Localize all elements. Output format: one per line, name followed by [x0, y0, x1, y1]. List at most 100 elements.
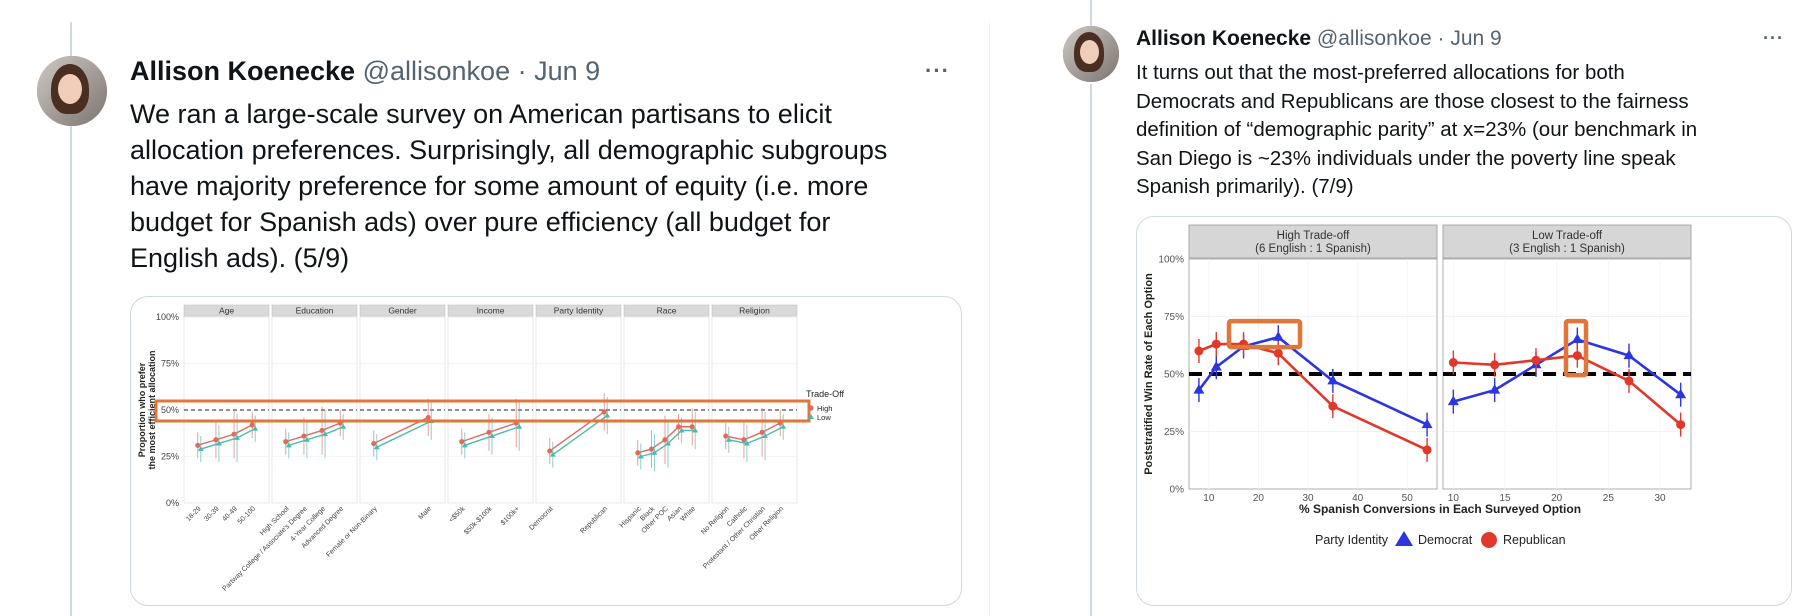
y-axis-label-line: Proportion who prefer — [137, 362, 147, 457]
y-tick-label: 75% — [161, 359, 179, 369]
author-handle[interactable]: @allisonkoe — [362, 56, 511, 86]
author-handle[interactable]: @allisonkoe — [1316, 27, 1432, 50]
tweet-text-line: Democrats and Republicans are those clos… — [1136, 89, 1689, 113]
tweet-date[interactable]: Jun 9 — [534, 56, 601, 86]
y-tick-label: 50% — [1164, 370, 1184, 381]
tweet-text-line: allocation preferences. Surprisingly, al… — [130, 135, 888, 165]
x-tick-label: 30-39 — [203, 505, 221, 523]
facet-strip — [535, 304, 622, 317]
series-line-low — [728, 426, 784, 445]
data-point-democrat — [1210, 361, 1222, 371]
data-point-high — [601, 409, 607, 415]
data-point-high — [635, 450, 641, 456]
data-point-high — [301, 433, 307, 439]
legend-title: Trade-Off — [806, 389, 845, 399]
subgroup-preference-chart: 0% 25% 50% 75% 100% Proportion who preferthe … — [137, 304, 845, 593]
data-point-democrat — [1447, 395, 1459, 406]
tweet-text-line: We ran a large-scale survey on American … — [130, 99, 832, 129]
avatar[interactable] — [1063, 26, 1119, 82]
separator-dot: · — [517, 56, 527, 86]
data-point-high — [195, 442, 201, 448]
facet-title: Gender — [388, 306, 417, 316]
x-tick-label: 20 — [1551, 493, 1563, 504]
tweet-text: It turns out that the most-preferred all… — [1136, 59, 1697, 202]
data-point-low — [322, 431, 329, 437]
author-name[interactable]: Allison Koenecke — [130, 56, 356, 86]
series-line-republican — [1453, 354, 1682, 426]
x-tick-label: 20 — [1253, 493, 1265, 504]
facet-strip — [359, 304, 446, 317]
legend-marker-democrat — [1395, 531, 1413, 546]
x-tick-label: 25 — [1603, 493, 1615, 504]
tweet-5-of-9: Allison Koenecke @allisonkoe · Jun 9 ···… — [37, 22, 962, 616]
facet-title: Low Trade-off — [1532, 230, 1603, 242]
author-name[interactable]: Allison Koenecke — [1136, 27, 1312, 50]
facet-title: Party Identity — [554, 306, 604, 316]
x-tick-label: Democrat — [528, 505, 554, 531]
data-point-high — [249, 422, 255, 428]
y-tick-label: 0% — [1170, 485, 1185, 496]
data-point-low — [665, 440, 671, 446]
tweet-text: We ran a large-scale survey on American … — [130, 96, 887, 276]
legend-label: High — [817, 404, 832, 413]
data-point-democrat — [1675, 388, 1687, 399]
avatar[interactable] — [37, 56, 107, 126]
data-point-high — [676, 424, 682, 430]
series-line-low — [376, 420, 432, 448]
data-point-low — [743, 440, 750, 446]
highlight-box — [1563, 318, 1589, 378]
data-point-republican — [1490, 360, 1500, 370]
x-tick-label: $50k-$100k — [463, 505, 494, 536]
media-card[interactable]: 0% 25% 50% 75% 100% Proportion who preferthe … — [130, 296, 962, 606]
data-point-democrat — [1421, 418, 1433, 429]
data-point-democrat — [1489, 384, 1501, 394]
facet-title: (3 English : 1 Spanish) — [1509, 243, 1625, 255]
tweet-text-line: English ads). (5/9) — [130, 243, 350, 273]
data-point-high — [723, 433, 729, 439]
x-tick-label: 10 — [1448, 493, 1460, 504]
facet-title: Income — [477, 306, 505, 316]
data-point-high — [648, 446, 655, 452]
data-point-high — [371, 440, 377, 447]
tweet-text-line: It turns out that the most-preferred all… — [1136, 61, 1625, 84]
series-line-democrat — [1197, 335, 1428, 426]
data-point-democrat — [1193, 384, 1205, 394]
data-point-republican — [1273, 348, 1283, 358]
y-tick-label: 25% — [161, 452, 179, 462]
tweet-date[interactable]: Jun 9 — [1450, 27, 1502, 50]
data-point-high — [283, 439, 289, 445]
tweet-text-line: definition of “demographic parity” at x=… — [1136, 118, 1698, 141]
data-point-low — [651, 449, 658, 455]
data-point-republican — [1624, 376, 1634, 386]
series-line-high — [285, 422, 341, 443]
highlight-box — [154, 399, 811, 423]
x-tick-label: Other Religion — [749, 505, 786, 542]
data-point-low — [489, 433, 495, 439]
data-point-democrat — [1272, 331, 1284, 341]
x-tick-label: 30 — [1654, 493, 1666, 504]
more-options-icon[interactable]: ··· — [1763, 28, 1784, 48]
x-tick-label: 50 — [1402, 493, 1414, 504]
facet-strip — [1188, 224, 1438, 259]
y-tick-label: 75% — [1164, 312, 1184, 323]
legend-marker-low — [808, 414, 814, 419]
more-options-icon[interactable]: ··· — [925, 58, 950, 83]
data-point-high — [319, 427, 325, 434]
data-point-low — [461, 442, 468, 448]
data-point-low — [725, 436, 732, 442]
tweet-header: Allison Koenecke @allisonkoe · Jun 9 — [1136, 27, 1502, 51]
x-tick-label: Male — [417, 505, 433, 521]
media-card[interactable]: 0% 25% 50% 75% 100% Poststratified Win Rate o… — [1136, 216, 1792, 606]
x-tick-label: 15 — [1499, 493, 1511, 504]
data-point-high — [213, 437, 219, 443]
facet-strip — [271, 304, 358, 317]
legend-label: Democrat — [1418, 533, 1473, 547]
tweet-header: Allison Koenecke @allisonkoe · Jun 9 — [130, 56, 600, 87]
data-point-republican — [1676, 420, 1686, 430]
legend-marker-high — [808, 405, 814, 411]
thread-line-bottom — [70, 126, 72, 616]
series-line-high — [549, 411, 605, 452]
thread-line-top — [70, 22, 72, 58]
data-point-high — [662, 437, 668, 443]
series-line-democrat — [1452, 338, 1682, 403]
